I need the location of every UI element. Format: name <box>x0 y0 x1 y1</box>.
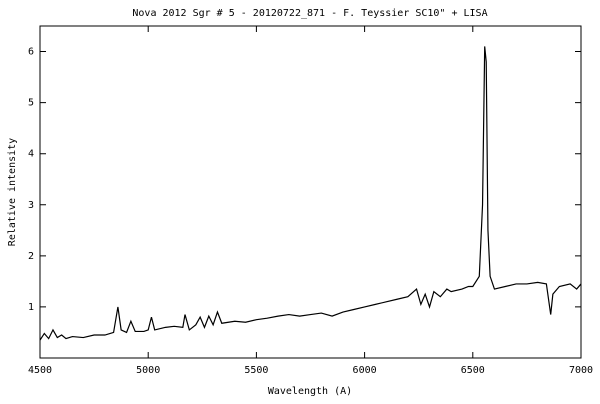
y-tick-label: 5 <box>28 98 34 109</box>
x-tick-label: 6500 <box>461 365 485 376</box>
spectrum-line <box>39 46 582 341</box>
x-axis-label: Wavelength (A) <box>268 386 352 397</box>
x-tick-label: 5000 <box>136 365 160 376</box>
y-tick-label: 4 <box>28 149 34 160</box>
y-tick-label: 2 <box>28 251 34 262</box>
y-tick-label: 3 <box>28 200 34 211</box>
x-tick-label: 7000 <box>569 365 593 376</box>
y-tick-label: 1 <box>28 302 34 313</box>
x-tick-label: 4500 <box>28 365 52 376</box>
plot-frame <box>39 25 582 359</box>
x-tick-label: 6000 <box>353 365 377 376</box>
x-tick-label: 5500 <box>244 365 268 376</box>
chart-title: Nova 2012 Sgr # 5 - 20120722_871 - F. Te… <box>132 8 487 19</box>
y-axis-label: Relative intensity <box>7 138 18 246</box>
y-tick-label: 6 <box>28 47 34 58</box>
